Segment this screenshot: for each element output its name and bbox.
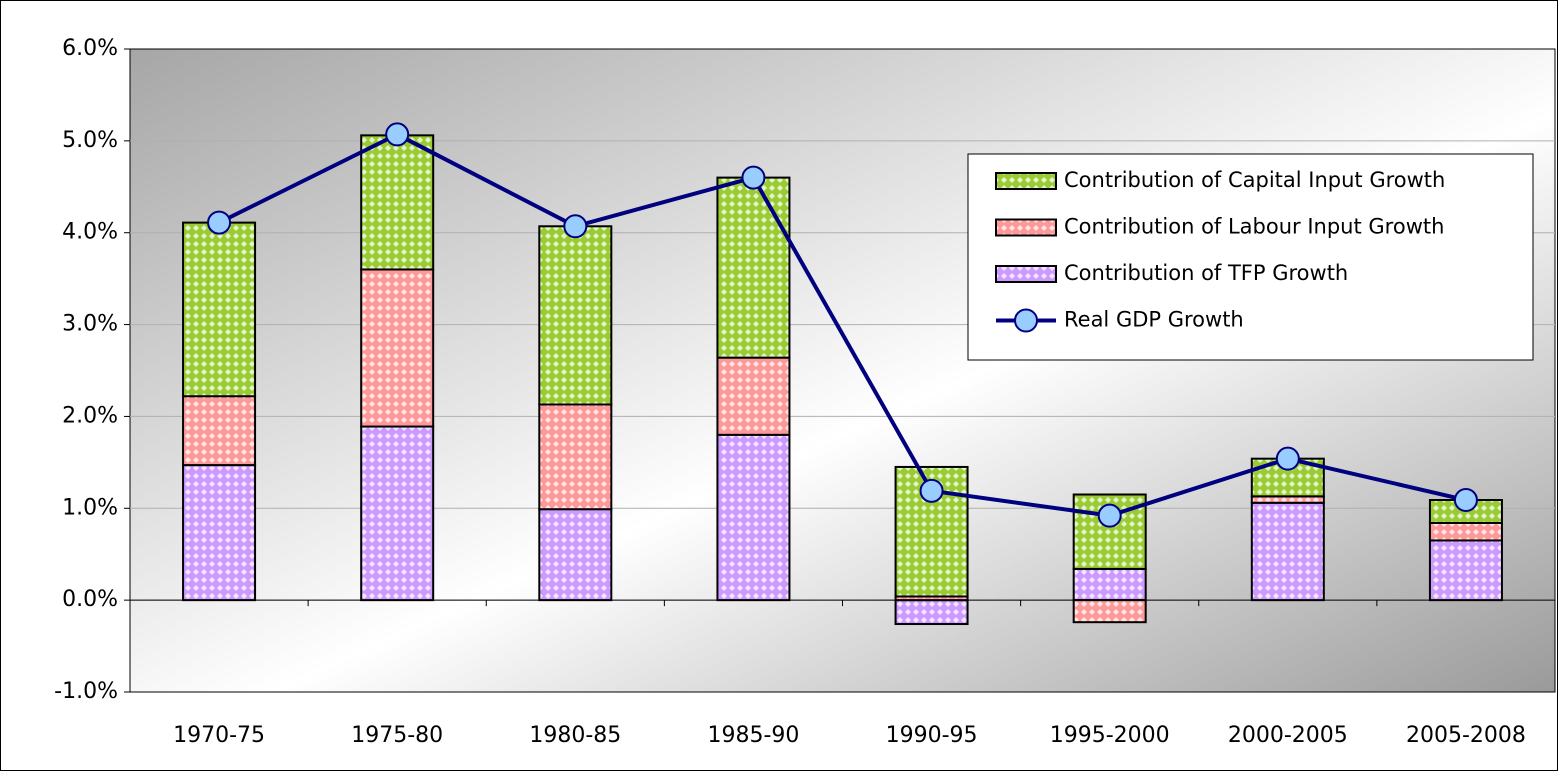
y-tick-label: 6.0% <box>62 36 118 61</box>
x-tick-label: 1970-75 <box>173 723 265 748</box>
bar <box>1072 599 1147 624</box>
bar <box>538 403 613 511</box>
x-tick-label: 1985-90 <box>707 723 799 748</box>
marker <box>1275 446 1300 471</box>
legend-label: Contribution of Labour Input Growth <box>1064 215 1444 239</box>
marker <box>385 122 410 147</box>
bar <box>182 464 257 602</box>
x-tick-label: 1995-2000 <box>1050 723 1170 748</box>
legend-label: Contribution of Capital Input Growth <box>1064 168 1445 192</box>
bar <box>538 508 613 602</box>
bar <box>716 356 791 436</box>
marker <box>1453 488 1478 513</box>
marker <box>919 478 944 503</box>
y-tick-label: -1.0% <box>54 679 118 704</box>
bar <box>360 134 435 271</box>
x-tick-label: 1990-95 <box>886 723 978 748</box>
marker <box>1097 503 1122 528</box>
bar <box>1428 539 1503 602</box>
y-tick-label: 0.0% <box>62 587 118 612</box>
legend-box <box>967 153 1534 361</box>
bar <box>894 599 969 626</box>
legend-label: Contribution of TFP Growth <box>1064 261 1348 285</box>
bar <box>182 221 257 398</box>
marker <box>207 210 232 235</box>
legend-swatch <box>995 218 1057 237</box>
legend-swatch <box>995 265 1057 283</box>
bar <box>182 395 257 467</box>
legend: Contribution of Capital Input Growth Cont… <box>967 153 1534 361</box>
bar <box>538 225 613 406</box>
x-tick-label: 1980-85 <box>529 723 621 748</box>
y-tick-label: 3.0% <box>62 312 118 337</box>
legend-label: Real GDP Growth <box>1064 308 1244 332</box>
marker <box>741 165 766 190</box>
y-tick-label: 5.0% <box>62 128 118 153</box>
bar <box>716 433 791 602</box>
y-tick-label: 1.0% <box>62 495 118 520</box>
legend-swatch <box>995 172 1057 190</box>
line <box>218 132 1467 518</box>
bar <box>716 176 791 359</box>
bar <box>1072 567 1147 602</box>
legend-marker <box>1014 308 1038 333</box>
x-tick-label: 1975-80 <box>351 723 443 748</box>
x-tick-label: 2000-2005 <box>1228 723 1348 748</box>
bar <box>360 425 435 602</box>
marker <box>563 214 588 239</box>
y-tick-label: 2.0% <box>62 403 118 428</box>
plot-area <box>129 48 1556 693</box>
bar <box>360 268 435 428</box>
x-tick-label: 2005-2008 <box>1406 723 1526 748</box>
y-tick-label: 4.0% <box>62 220 118 245</box>
bar <box>1250 501 1325 602</box>
bar <box>1428 521 1503 542</box>
